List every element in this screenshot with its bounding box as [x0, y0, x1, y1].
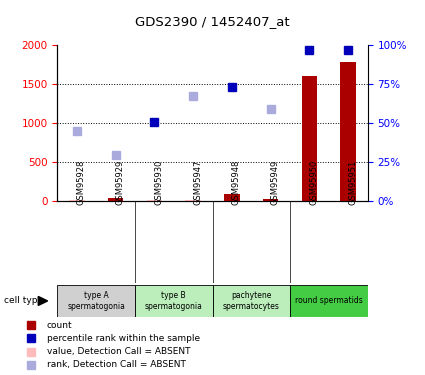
Bar [290, 285, 368, 317]
Bar [185, 200, 201, 201]
Text: GSM95930: GSM95930 [154, 159, 163, 205]
Text: GSM95947: GSM95947 [193, 159, 202, 205]
Bar [69, 200, 85, 201]
Text: GSM95948: GSM95948 [232, 159, 241, 205]
Text: type A
spermatogonia: type A spermatogonia [67, 291, 125, 311]
Text: percentile rank within the sample: percentile rank within the sample [47, 334, 200, 343]
Text: cell type: cell type [4, 296, 43, 305]
Bar [147, 200, 162, 201]
Text: GSM95929: GSM95929 [116, 159, 125, 205]
Text: pachytene
spermatocytes: pachytene spermatocytes [223, 291, 280, 311]
Bar [340, 62, 356, 201]
Text: GDS2390 / 1452407_at: GDS2390 / 1452407_at [135, 15, 290, 28]
Text: rank, Detection Call = ABSENT: rank, Detection Call = ABSENT [47, 360, 186, 369]
Bar [224, 194, 240, 201]
Bar [135, 285, 212, 317]
Bar [302, 76, 317, 201]
Bar [57, 285, 135, 317]
Text: count: count [47, 321, 72, 330]
Text: type B
spermatogonia: type B spermatogonia [145, 291, 203, 311]
Bar [212, 285, 290, 317]
Text: value, Detection Call = ABSENT: value, Detection Call = ABSENT [47, 347, 190, 356]
Text: GSM95951: GSM95951 [348, 159, 357, 205]
Text: GSM95950: GSM95950 [309, 159, 318, 205]
Bar [263, 200, 278, 201]
Bar [108, 198, 123, 201]
Text: round spermatids: round spermatids [295, 296, 363, 305]
Text: GSM95949: GSM95949 [271, 159, 280, 205]
Text: GSM95928: GSM95928 [77, 159, 86, 205]
